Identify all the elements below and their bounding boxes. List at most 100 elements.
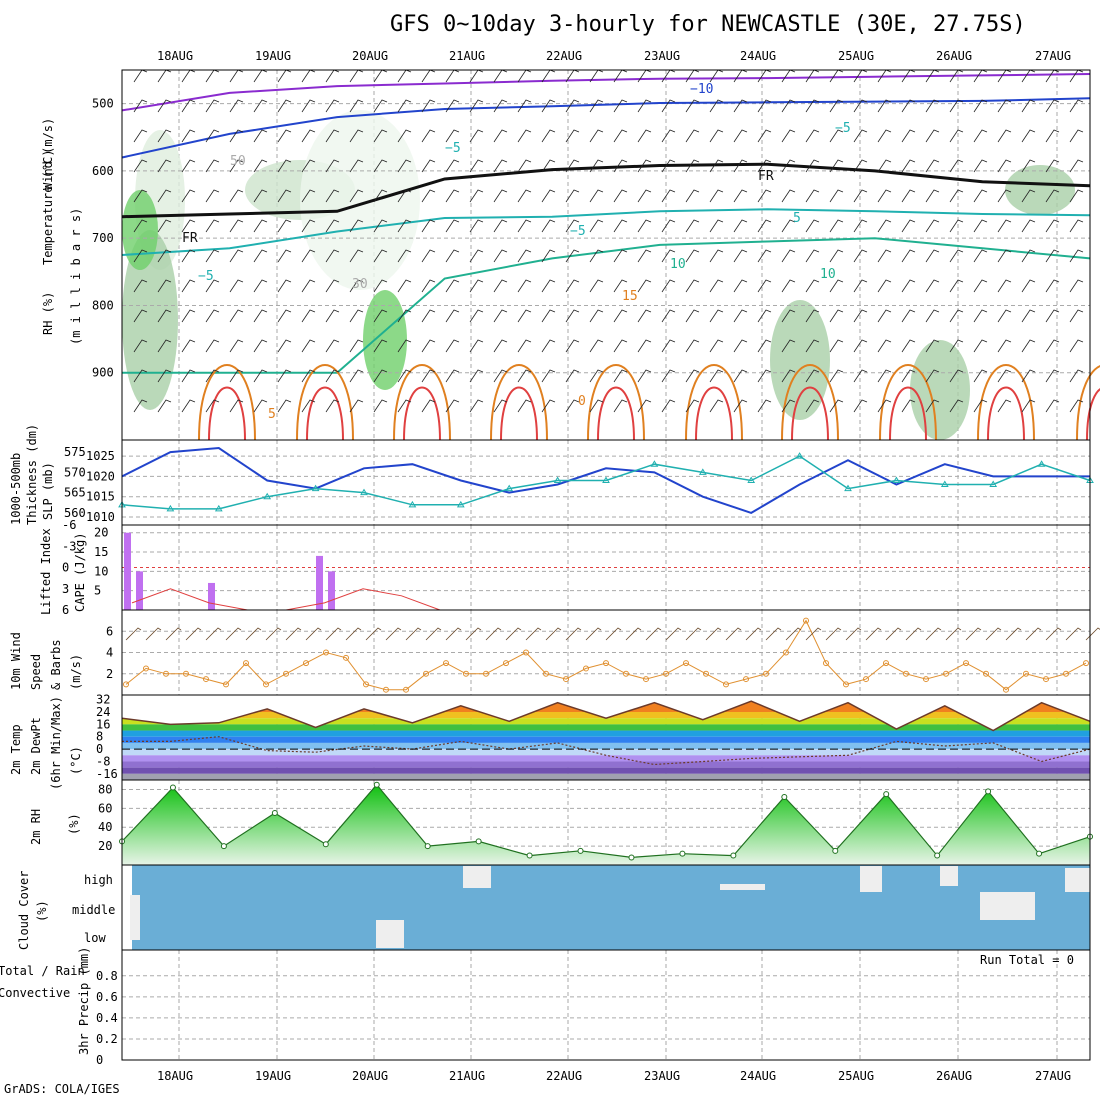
wind-barb (1069, 369, 1084, 383)
wind-speed-marker (623, 670, 629, 677)
wind-barb (853, 369, 868, 383)
wind-barb (877, 159, 892, 173)
wind-barb (661, 129, 676, 143)
wind-speed-marker (143, 665, 149, 672)
wind-barb (637, 249, 652, 263)
wind-barb (205, 129, 220, 143)
cloud-level-label: low (84, 931, 106, 945)
wind-barb-10m (205, 627, 222, 641)
y-axis-label-temp2m: 2m Temp (9, 724, 23, 775)
wind-barb (709, 249, 724, 263)
wind-barb (709, 369, 724, 383)
wind-barb (445, 339, 460, 353)
wind-barb (301, 339, 316, 353)
wind-barb (925, 189, 940, 203)
wind-barb (877, 279, 892, 293)
wind-barb (829, 189, 844, 203)
wind-barb-10m (265, 627, 282, 641)
wind-barb-10m (565, 627, 582, 641)
date-label-bottom: 22AUG (546, 1069, 582, 1083)
wind-barb (517, 249, 532, 263)
wind-barb (949, 309, 964, 323)
li-line (131, 588, 441, 611)
temp-contour (597, 386, 635, 441)
wind-barb (469, 159, 484, 173)
wind-barb (205, 69, 220, 83)
date-label-top: 19AUG (255, 49, 291, 63)
wind-barb (1045, 249, 1060, 263)
wind-barb (709, 99, 724, 113)
wind-barb (373, 399, 388, 413)
wind-barb (541, 129, 556, 143)
temp-contour (306, 386, 344, 441)
date-label-bottom: 23AUG (644, 1069, 680, 1083)
rh-tick-label: 20 (98, 839, 112, 853)
thickness-marker (650, 460, 659, 467)
rh-marker (934, 852, 941, 859)
wind-barb (157, 249, 172, 263)
slp-tick-label: 1020 (86, 469, 115, 483)
thickness-marker (602, 476, 610, 483)
wind-barb-10m (685, 627, 702, 641)
contour-label: −5 (835, 121, 851, 136)
temp-band (122, 724, 1090, 731)
wind-barb-10m (965, 627, 982, 641)
wind-barb (397, 309, 412, 323)
wind-barb (853, 129, 868, 143)
wind-barb (541, 219, 556, 233)
date-label-top: 26AUG (936, 49, 972, 63)
wind-barb-10m (125, 627, 142, 641)
wind-barb-10m (545, 627, 562, 641)
wind-barb (685, 99, 700, 113)
wind-barb (277, 69, 292, 83)
wind-barb-10m (345, 627, 362, 641)
wind-barb (997, 399, 1012, 413)
y-axis-label-wind10m: & Barbs (49, 639, 63, 690)
wind-barb (421, 399, 436, 413)
date-label-top: 25AUG (838, 49, 874, 63)
temp-contour (695, 386, 733, 441)
wind-barb (805, 69, 820, 83)
wind-barb (685, 399, 700, 413)
wind-barb (229, 399, 244, 413)
wind-speed-marker (963, 660, 969, 667)
temp-contour (296, 364, 354, 441)
wind-barb (373, 99, 388, 113)
wind-barb-10m (185, 627, 202, 641)
wind-barb (949, 339, 964, 353)
wind-barb (757, 249, 772, 263)
wind-barb (997, 189, 1012, 203)
wind-barb (397, 189, 412, 203)
wind-barb (637, 369, 652, 383)
y-axis-label-thickness: Thickness (dm) (25, 424, 39, 525)
wind-barb (445, 99, 460, 113)
rh-marker (985, 788, 992, 795)
wind-barb (757, 219, 772, 233)
wind-barb (493, 279, 508, 293)
y-axis-label-temp2m: (°C) (69, 746, 83, 775)
wind-barb (733, 219, 748, 233)
wind-barb-10m (1065, 627, 1082, 641)
thickness-marker (989, 480, 998, 488)
wind-barb (1021, 159, 1036, 173)
wind-barb (613, 129, 628, 143)
wind-barb (733, 189, 748, 203)
wind-barb (253, 339, 268, 353)
wind-barb (253, 69, 268, 83)
wind-barb (469, 129, 484, 143)
wind-speed-marker (743, 676, 749, 683)
wind-barb (781, 129, 796, 143)
wind-barb (997, 279, 1012, 293)
wind-barb (1021, 309, 1036, 323)
wind-speed-marker (1003, 686, 1009, 693)
wind-barb (709, 159, 724, 173)
wind-barb (397, 219, 412, 233)
wind-barb (709, 399, 724, 413)
wind-barb (133, 339, 148, 353)
wind-speed-marker (383, 686, 389, 693)
temp-band (122, 742, 1090, 750)
wind-barb (997, 159, 1012, 173)
wind-barb (1069, 129, 1084, 143)
temp-band (122, 749, 1090, 756)
temp-tick-label: 32 (96, 693, 110, 707)
